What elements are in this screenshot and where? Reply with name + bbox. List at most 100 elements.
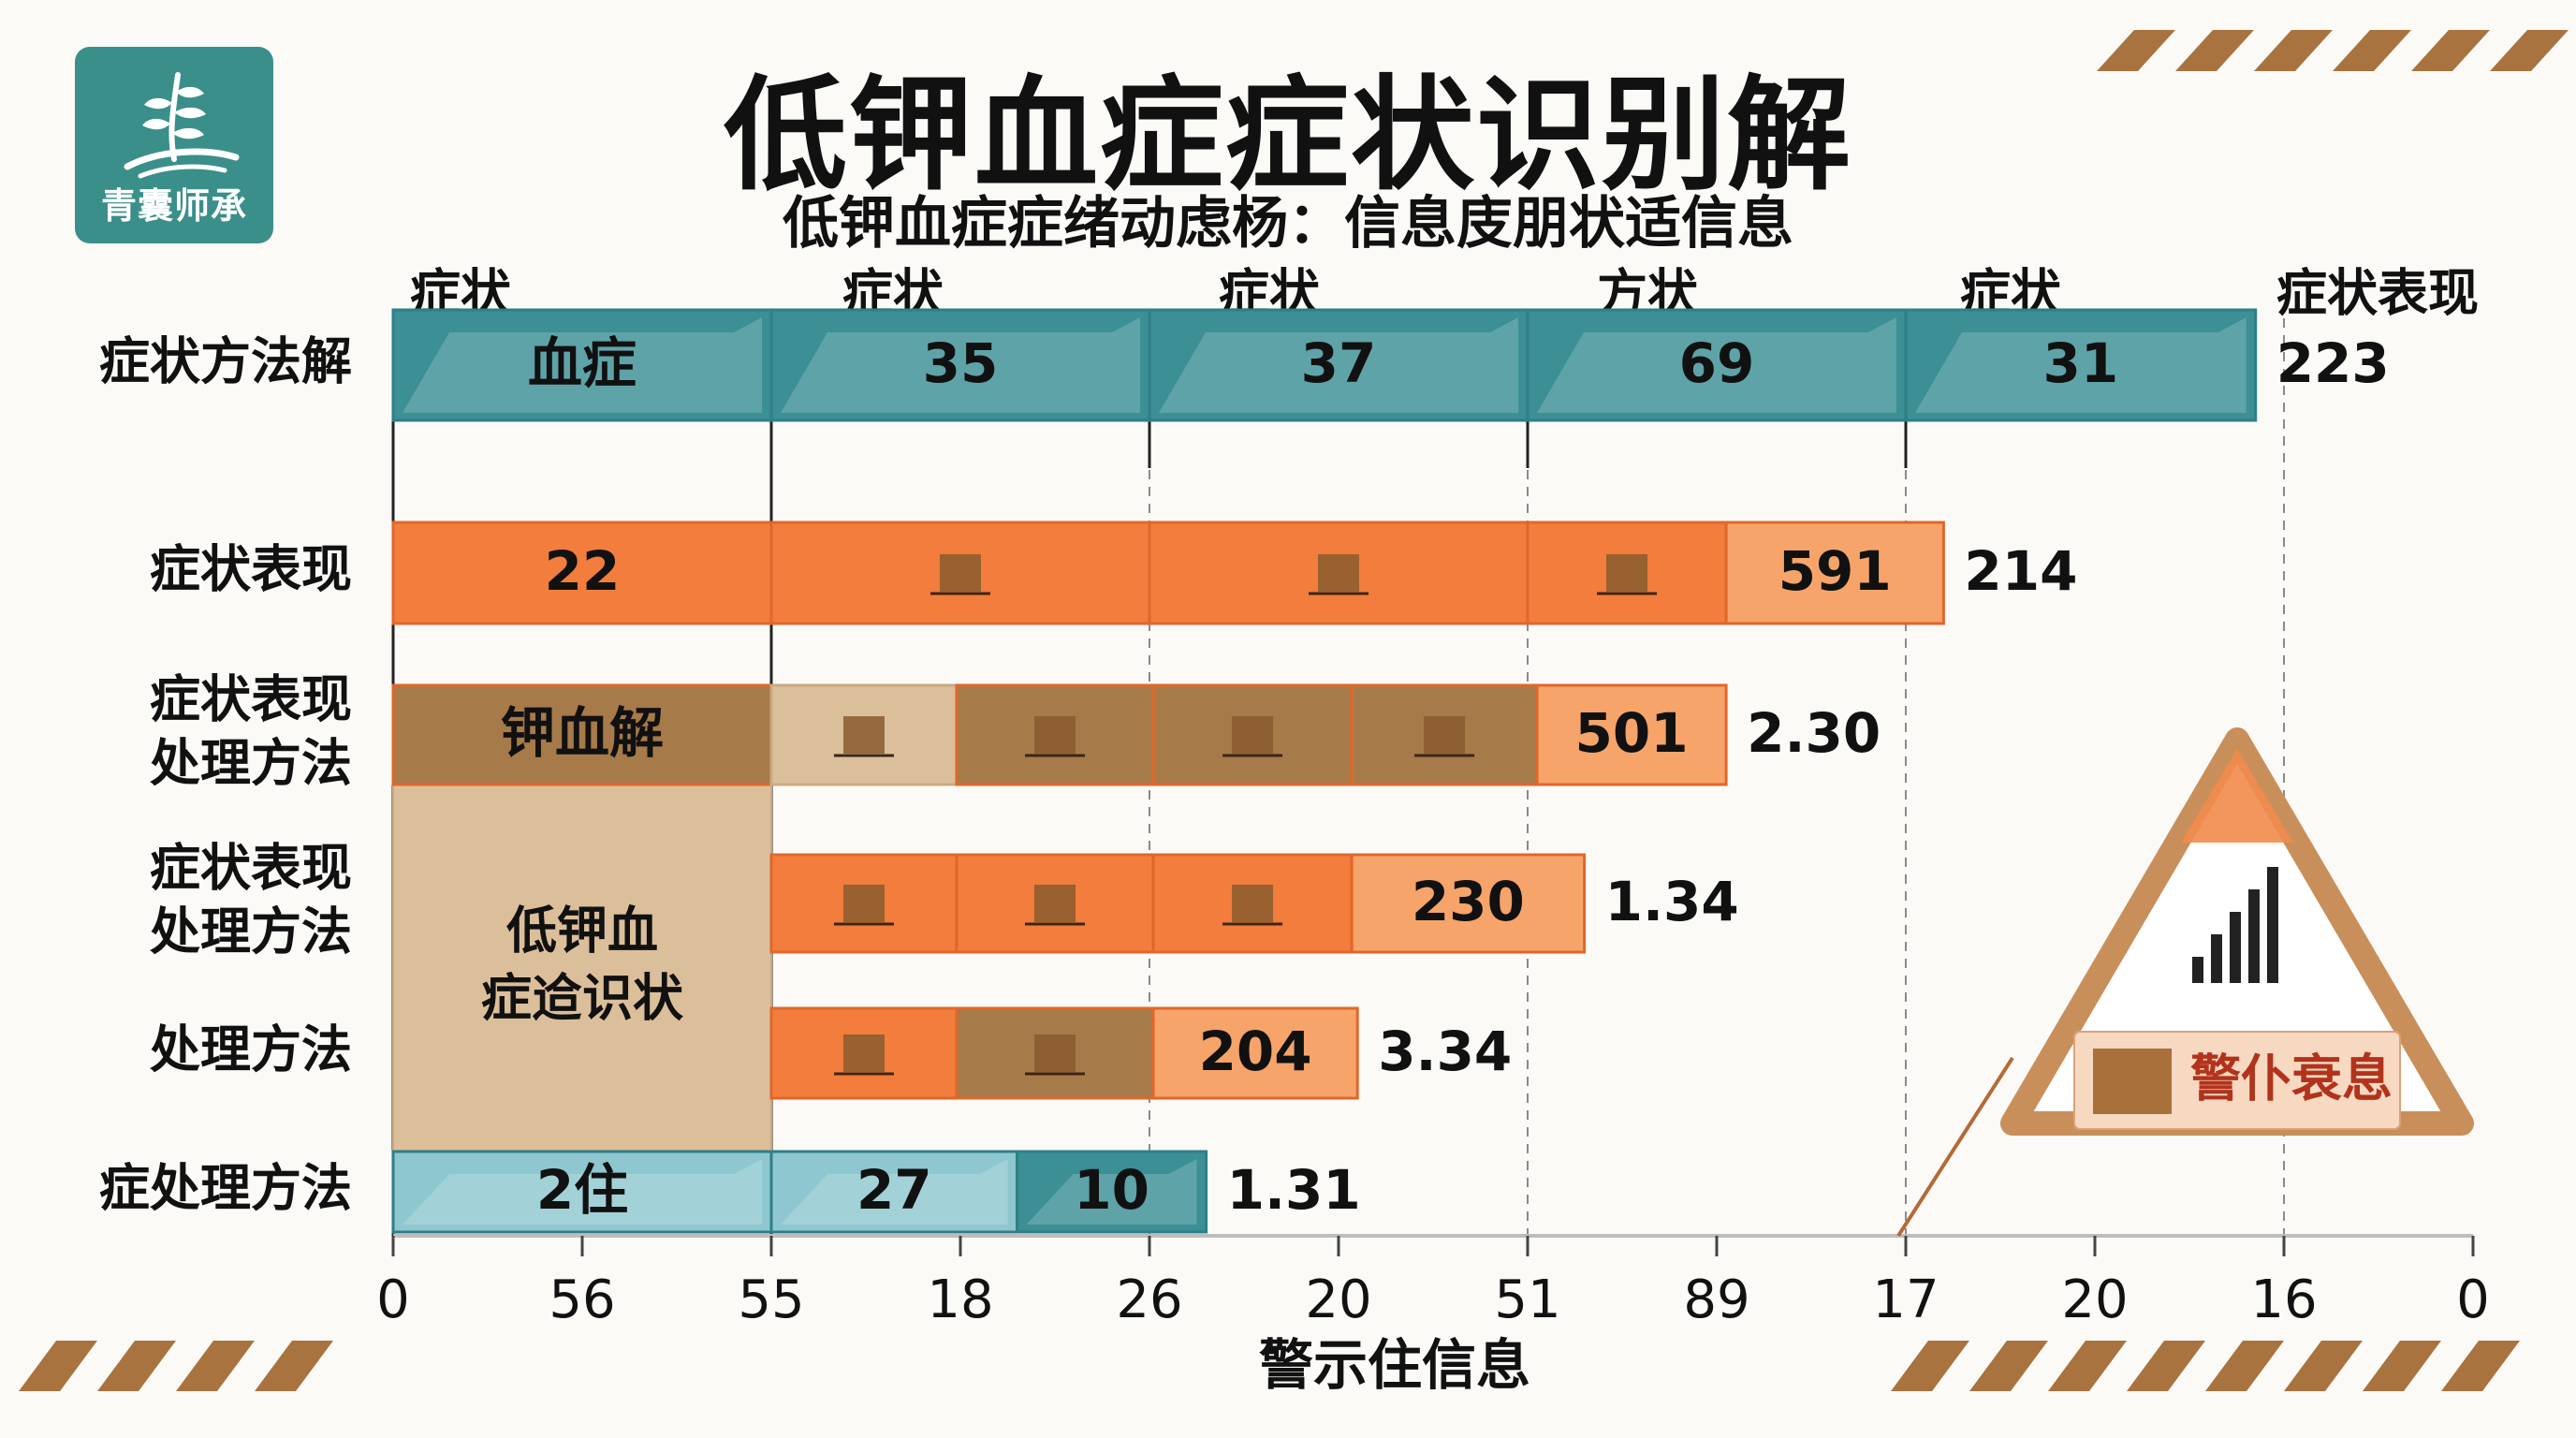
x-tick-label: 56: [549, 1269, 615, 1330]
bar-segment: [955, 1006, 1155, 1100]
bar-segment-label: 钾血解: [501, 701, 664, 765]
x-tick-label: 20: [1305, 1269, 1371, 1330]
column-header: 症状: [410, 264, 512, 323]
bar-segment: [391, 1150, 773, 1234]
spool-mark: [940, 554, 981, 592]
bar-segment-label: 204: [1199, 1020, 1312, 1083]
row-category-label: 症处理方法: [99, 1159, 352, 1218]
bar-segment: [1350, 683, 1539, 786]
hazard-stripe: [2363, 1341, 2441, 1391]
overlay-block-label: 低钾血: [506, 902, 658, 961]
bar-segment-label: 230: [1412, 870, 1525, 933]
warning-triangle: [2000, 727, 2474, 1136]
spool-mark: [1318, 554, 1359, 592]
x-tick-label: 20: [2061, 1269, 2128, 1330]
bar-facet: [1915, 317, 2247, 413]
row-category-label: 症状方法解: [99, 332, 352, 391]
overlay-block-label: 症䢔识状: [481, 969, 684, 1028]
bar-segment: [769, 308, 1151, 422]
column-header: 症状: [1960, 264, 2062, 323]
bar-segment: [1724, 521, 1945, 625]
bar-end-label: 3.34: [1378, 1020, 1512, 1083]
warning-label-text: 警仆衰息: [2190, 1049, 2393, 1108]
spool-mark: [1424, 716, 1466, 754]
signal-bar: [2248, 889, 2260, 983]
hazard-stripe: [2441, 1341, 2520, 1391]
warning-label-box: [2073, 1031, 2401, 1130]
hazard-stripe: [1969, 1341, 2048, 1391]
bar-end-label: 2.30: [1747, 701, 1881, 765]
bar-segment-label: 10: [1074, 1158, 1149, 1222]
wheat-sprout-icon: [124, 72, 240, 179]
spool-mark: [1232, 885, 1274, 922]
hazard-stripe: [97, 1341, 176, 1391]
x-tick-label: 17: [1872, 1269, 1939, 1330]
brand-logo-text: 青囊师承: [100, 185, 247, 227]
hazard-stripe: [2284, 1341, 2363, 1391]
x-tick-label: 55: [738, 1269, 804, 1330]
x-tick-label: 18: [927, 1269, 993, 1330]
spool-mark: [842, 1034, 885, 1072]
bar-segment-label: 591: [1778, 539, 1892, 603]
bar-end-label: 214: [1964, 539, 2077, 603]
spool-mark: [1034, 885, 1076, 922]
bar-facet: [1537, 317, 1896, 413]
column-header: 症状: [842, 264, 944, 323]
bar-facet: [402, 1159, 762, 1225]
row-category-label: 症状表现: [150, 540, 352, 599]
bar-end-label: 1.34: [1605, 870, 1739, 933]
bar-segment: [769, 1150, 1019, 1234]
warning-label-swatch: [2093, 1049, 2172, 1114]
spool-mark: [842, 716, 885, 754]
bar-segment-label: 血症: [528, 331, 637, 395]
bar-segment: [769, 683, 959, 786]
bar-segment: [955, 683, 1155, 786]
signal-bar: [2192, 957, 2203, 983]
bar-segment-label: 22: [545, 539, 621, 603]
column-header: 症状表现: [2276, 264, 2479, 323]
bar-segment: [1904, 308, 2258, 422]
row-category-label: 处理方法: [150, 734, 352, 793]
brand-logo: 青囊师承: [75, 47, 273, 243]
signal-bar: [2267, 867, 2278, 983]
column-header: 症状: [1219, 264, 1321, 323]
bar-facet: [781, 1159, 1008, 1225]
spool-mark: [842, 885, 885, 922]
page-title: 低钾血症症状识别解: [724, 64, 1852, 208]
spool-mark: [1232, 716, 1274, 754]
bar-segment-label: 501: [1575, 701, 1689, 765]
bar-segment: [1535, 683, 1728, 786]
bar-facet: [1026, 1159, 1197, 1225]
warning-pointer: [1896, 1056, 2014, 1238]
row-category-label: 症状表现: [150, 670, 352, 729]
bar-segment: [769, 1006, 959, 1100]
bar-segment-label: 31: [2042, 331, 2118, 395]
bar-facet: [402, 317, 762, 413]
bar-segment: [391, 308, 773, 422]
hazard-stripe: [2205, 1341, 2284, 1391]
warning-triangle-tip: [2181, 749, 2293, 843]
page-subtitle: 低钾血症症绪动虑杨：信息庋朋状适信息: [783, 191, 1793, 257]
row-category-label: 处理方法: [150, 1020, 352, 1079]
bar-segment: [769, 853, 959, 954]
spool-mark: [1034, 1034, 1076, 1072]
hazard-stripe: [2127, 1341, 2205, 1391]
x-tick-label: 0: [376, 1269, 410, 1330]
bar-facet: [1159, 317, 1518, 413]
x-tick-label: 26: [1116, 1269, 1182, 1330]
hazard-stripe: [176, 1341, 255, 1391]
bar-segment: [1526, 308, 1908, 422]
x-tick-label: 51: [1494, 1269, 1560, 1330]
hazard-stripe: [2048, 1341, 2127, 1391]
x-tick-label: 0: [2456, 1269, 2490, 1330]
column-header: 方状: [1597, 264, 1699, 323]
bar-segment: [955, 853, 1155, 954]
bar-facet: [781, 317, 1140, 413]
bar-segment: [1148, 521, 1530, 625]
bar-segment: [1350, 853, 1587, 954]
bar-segment-label: 2住: [536, 1158, 628, 1222]
row-category-label: 症状表现: [150, 839, 352, 898]
bar-end-label: 223: [2276, 331, 2390, 395]
hazard-stripe: [19, 1341, 97, 1391]
bar-segment-label: 27: [856, 1158, 932, 1222]
